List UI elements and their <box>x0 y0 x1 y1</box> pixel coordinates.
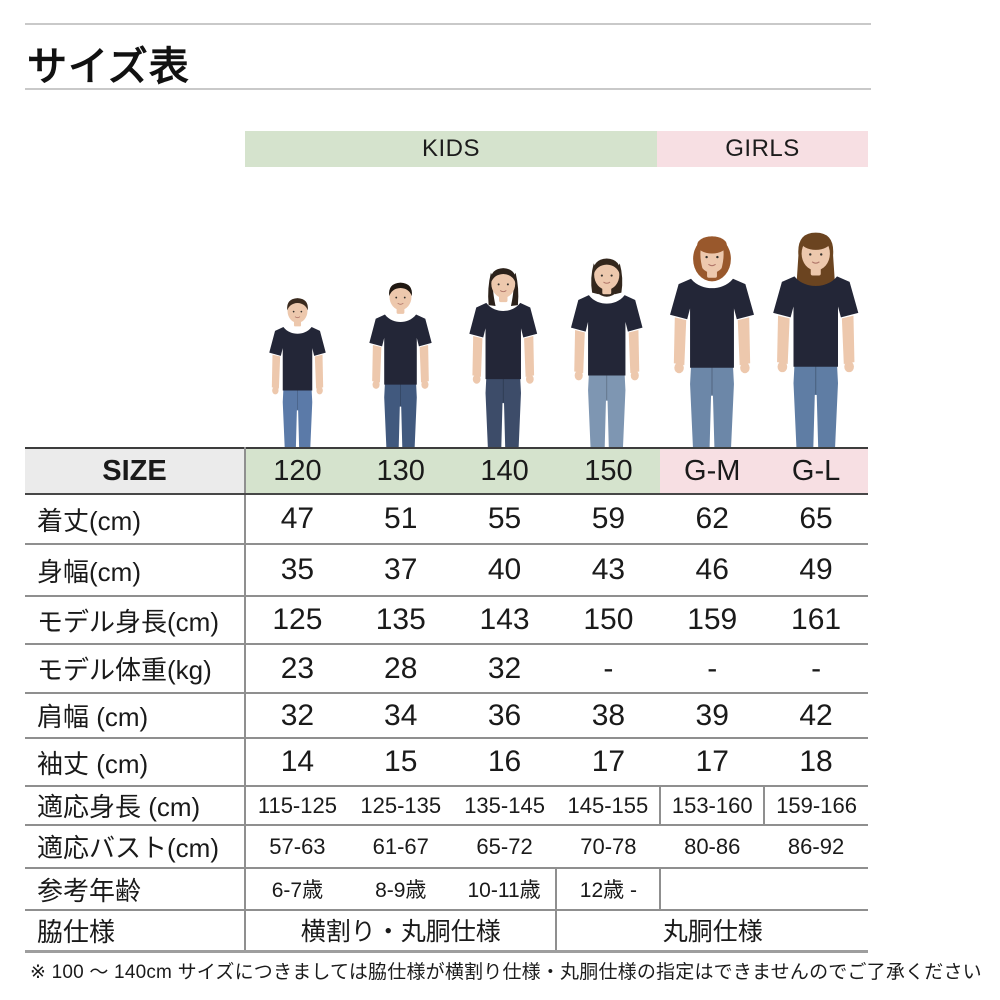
table-row: 袖丈 (cm) 14 15 16 17 17 18 <box>25 738 868 787</box>
table-cell: 145-155 <box>556 786 661 826</box>
row-label: 着丈(cm) <box>25 494 246 545</box>
col-header-140: 140 <box>452 448 557 495</box>
model-photo-120 <box>268 298 326 447</box>
table-row: 身幅(cm) 35 37 40 43 46 49 <box>25 544 868 597</box>
table-cell <box>659 868 868 911</box>
table-cell: 17 <box>660 738 765 787</box>
row-label: 肩幅 (cm) <box>25 693 246 739</box>
table-cell: 61-67 <box>348 825 453 869</box>
table-cell: 10-11歳 <box>452 868 557 911</box>
table-cell: 143 <box>452 596 557 645</box>
col-header-gl: G-L <box>764 448 868 495</box>
size-header-cell: SIZE <box>25 448 246 495</box>
table-cell: 32 <box>452 644 557 694</box>
row-label: 脇仕様 <box>25 910 246 951</box>
table-cell: 18 <box>764 738 868 787</box>
row-label: 身幅(cm) <box>25 544 246 597</box>
footnote-text: ※ 100 ～ 140cm サイズにつきましては脇仕様が横割り仕様・丸胴仕様の指… <box>30 962 982 983</box>
row-label: 参考年齢 <box>25 868 246 911</box>
row-label: 適応身長 (cm) <box>25 786 246 826</box>
table-cell: 55 <box>452 494 557 545</box>
table-cell: 42 <box>764 693 868 739</box>
table-cell: 34 <box>348 693 453 739</box>
table-cell: 62 <box>660 494 765 545</box>
table-cell: 115-125 <box>245 786 349 826</box>
table-row: 適応バスト(cm) 57-63 61-67 65-72 70-78 80-86 … <box>25 825 868 869</box>
table-cell: - <box>764 644 868 694</box>
table-cell: 37 <box>348 544 453 597</box>
table-cell: 15 <box>348 738 453 787</box>
table-cell: 16 <box>452 738 557 787</box>
table-cell: 35 <box>245 544 349 597</box>
kids-group-header: KIDS <box>245 131 657 167</box>
model-photo-G-L <box>773 232 859 447</box>
row-label: モデル体重(kg) <box>25 644 246 694</box>
top-divider-line <box>25 23 871 25</box>
model-photo-G-M <box>670 236 754 447</box>
table-cell: 150 <box>556 596 661 645</box>
table-cell: 38 <box>556 693 661 739</box>
table-cell: 125 <box>245 596 349 645</box>
table-cell: 丸胴仕様 <box>555 910 868 951</box>
table-row: モデル身長(cm) 125 135 143 150 159 161 <box>25 596 868 645</box>
page-title: サイズ表 <box>27 45 190 89</box>
table-cell: 横割り・丸胴仕様 <box>300 918 501 947</box>
col-header-120: 120 <box>245 448 349 495</box>
table-cell: 36 <box>452 693 557 739</box>
table-row: 脇仕様 横割り・丸胴仕様 丸胴仕様 <box>25 910 868 951</box>
table-header-row: SIZE 120 130 140 150 G-M G-L <box>25 448 868 495</box>
table-cell: 14 <box>245 738 349 787</box>
table-cell: 65 <box>764 494 868 545</box>
col-header-150: 150 <box>556 448 661 495</box>
col-header-gm: G-M <box>660 448 765 495</box>
table-cell: 6-7歳 <box>245 868 349 911</box>
row-label: モデル身長(cm) <box>25 596 246 645</box>
col-header-130: 130 <box>348 448 453 495</box>
table-cell: 32 <box>245 693 349 739</box>
row-label: 適応バスト(cm) <box>25 825 246 869</box>
table-cell: 70-78 <box>556 825 661 869</box>
table-cell: 161 <box>764 596 868 645</box>
table-row: 参考年齢 6-7歳 8-9歳 10-11歳 12歳 - <box>25 868 868 911</box>
row-label: 袖丈 (cm) <box>25 738 246 787</box>
table-cell: - <box>660 644 765 694</box>
table-cell: 125-135 <box>348 786 453 826</box>
model-photo-150 <box>571 258 643 447</box>
table-cell: 153-160 <box>659 786 765 826</box>
table-cell: 51 <box>348 494 453 545</box>
table-cell: - <box>556 644 661 694</box>
girls-group-header: GIRLS <box>657 131 868 167</box>
size-table: SIZE 120 130 140 150 G-M G-L 着丈(cm) 47 5… <box>25 447 868 953</box>
table-cell: 57-63 <box>245 825 349 869</box>
table-cell: 23 <box>245 644 349 694</box>
table-cell: 135 <box>348 596 453 645</box>
table-row: 着丈(cm) 47 51 55 59 62 65 <box>25 494 868 545</box>
table-cell: 80-86 <box>660 825 765 869</box>
table-cell: 59 <box>556 494 661 545</box>
model-photo-row <box>0 0 1000 447</box>
title-divider-line <box>25 88 871 90</box>
table-row: モデル体重(kg) 23 28 32 - - - <box>25 644 868 694</box>
table-cell: 49 <box>764 544 868 597</box>
table-row: 適応身長 (cm) 115-125 125-135 135-145 145-15… <box>25 786 868 826</box>
table-cell: 65-72 <box>452 825 557 869</box>
table-cell: 46 <box>660 544 765 597</box>
table-cell: 159-166 <box>763 786 868 826</box>
table-row: 肩幅 (cm) 32 34 36 38 39 42 <box>25 693 868 739</box>
table-cell: 39 <box>660 693 765 739</box>
table-cell: 159 <box>660 596 765 645</box>
table-cell: 28 <box>348 644 453 694</box>
table-cell: 8-9歳 <box>348 868 453 911</box>
model-photo-140 <box>469 268 537 447</box>
table-cell: 135-145 <box>452 786 557 826</box>
table-cell: 17 <box>556 738 661 787</box>
table-cell: 86-92 <box>764 825 868 869</box>
table-cell: 43 <box>556 544 661 597</box>
table-cell: 40 <box>452 544 557 597</box>
model-photo-130 <box>368 282 432 447</box>
table-cell: 12歳 - <box>555 868 661 911</box>
table-cell: 47 <box>245 494 349 545</box>
